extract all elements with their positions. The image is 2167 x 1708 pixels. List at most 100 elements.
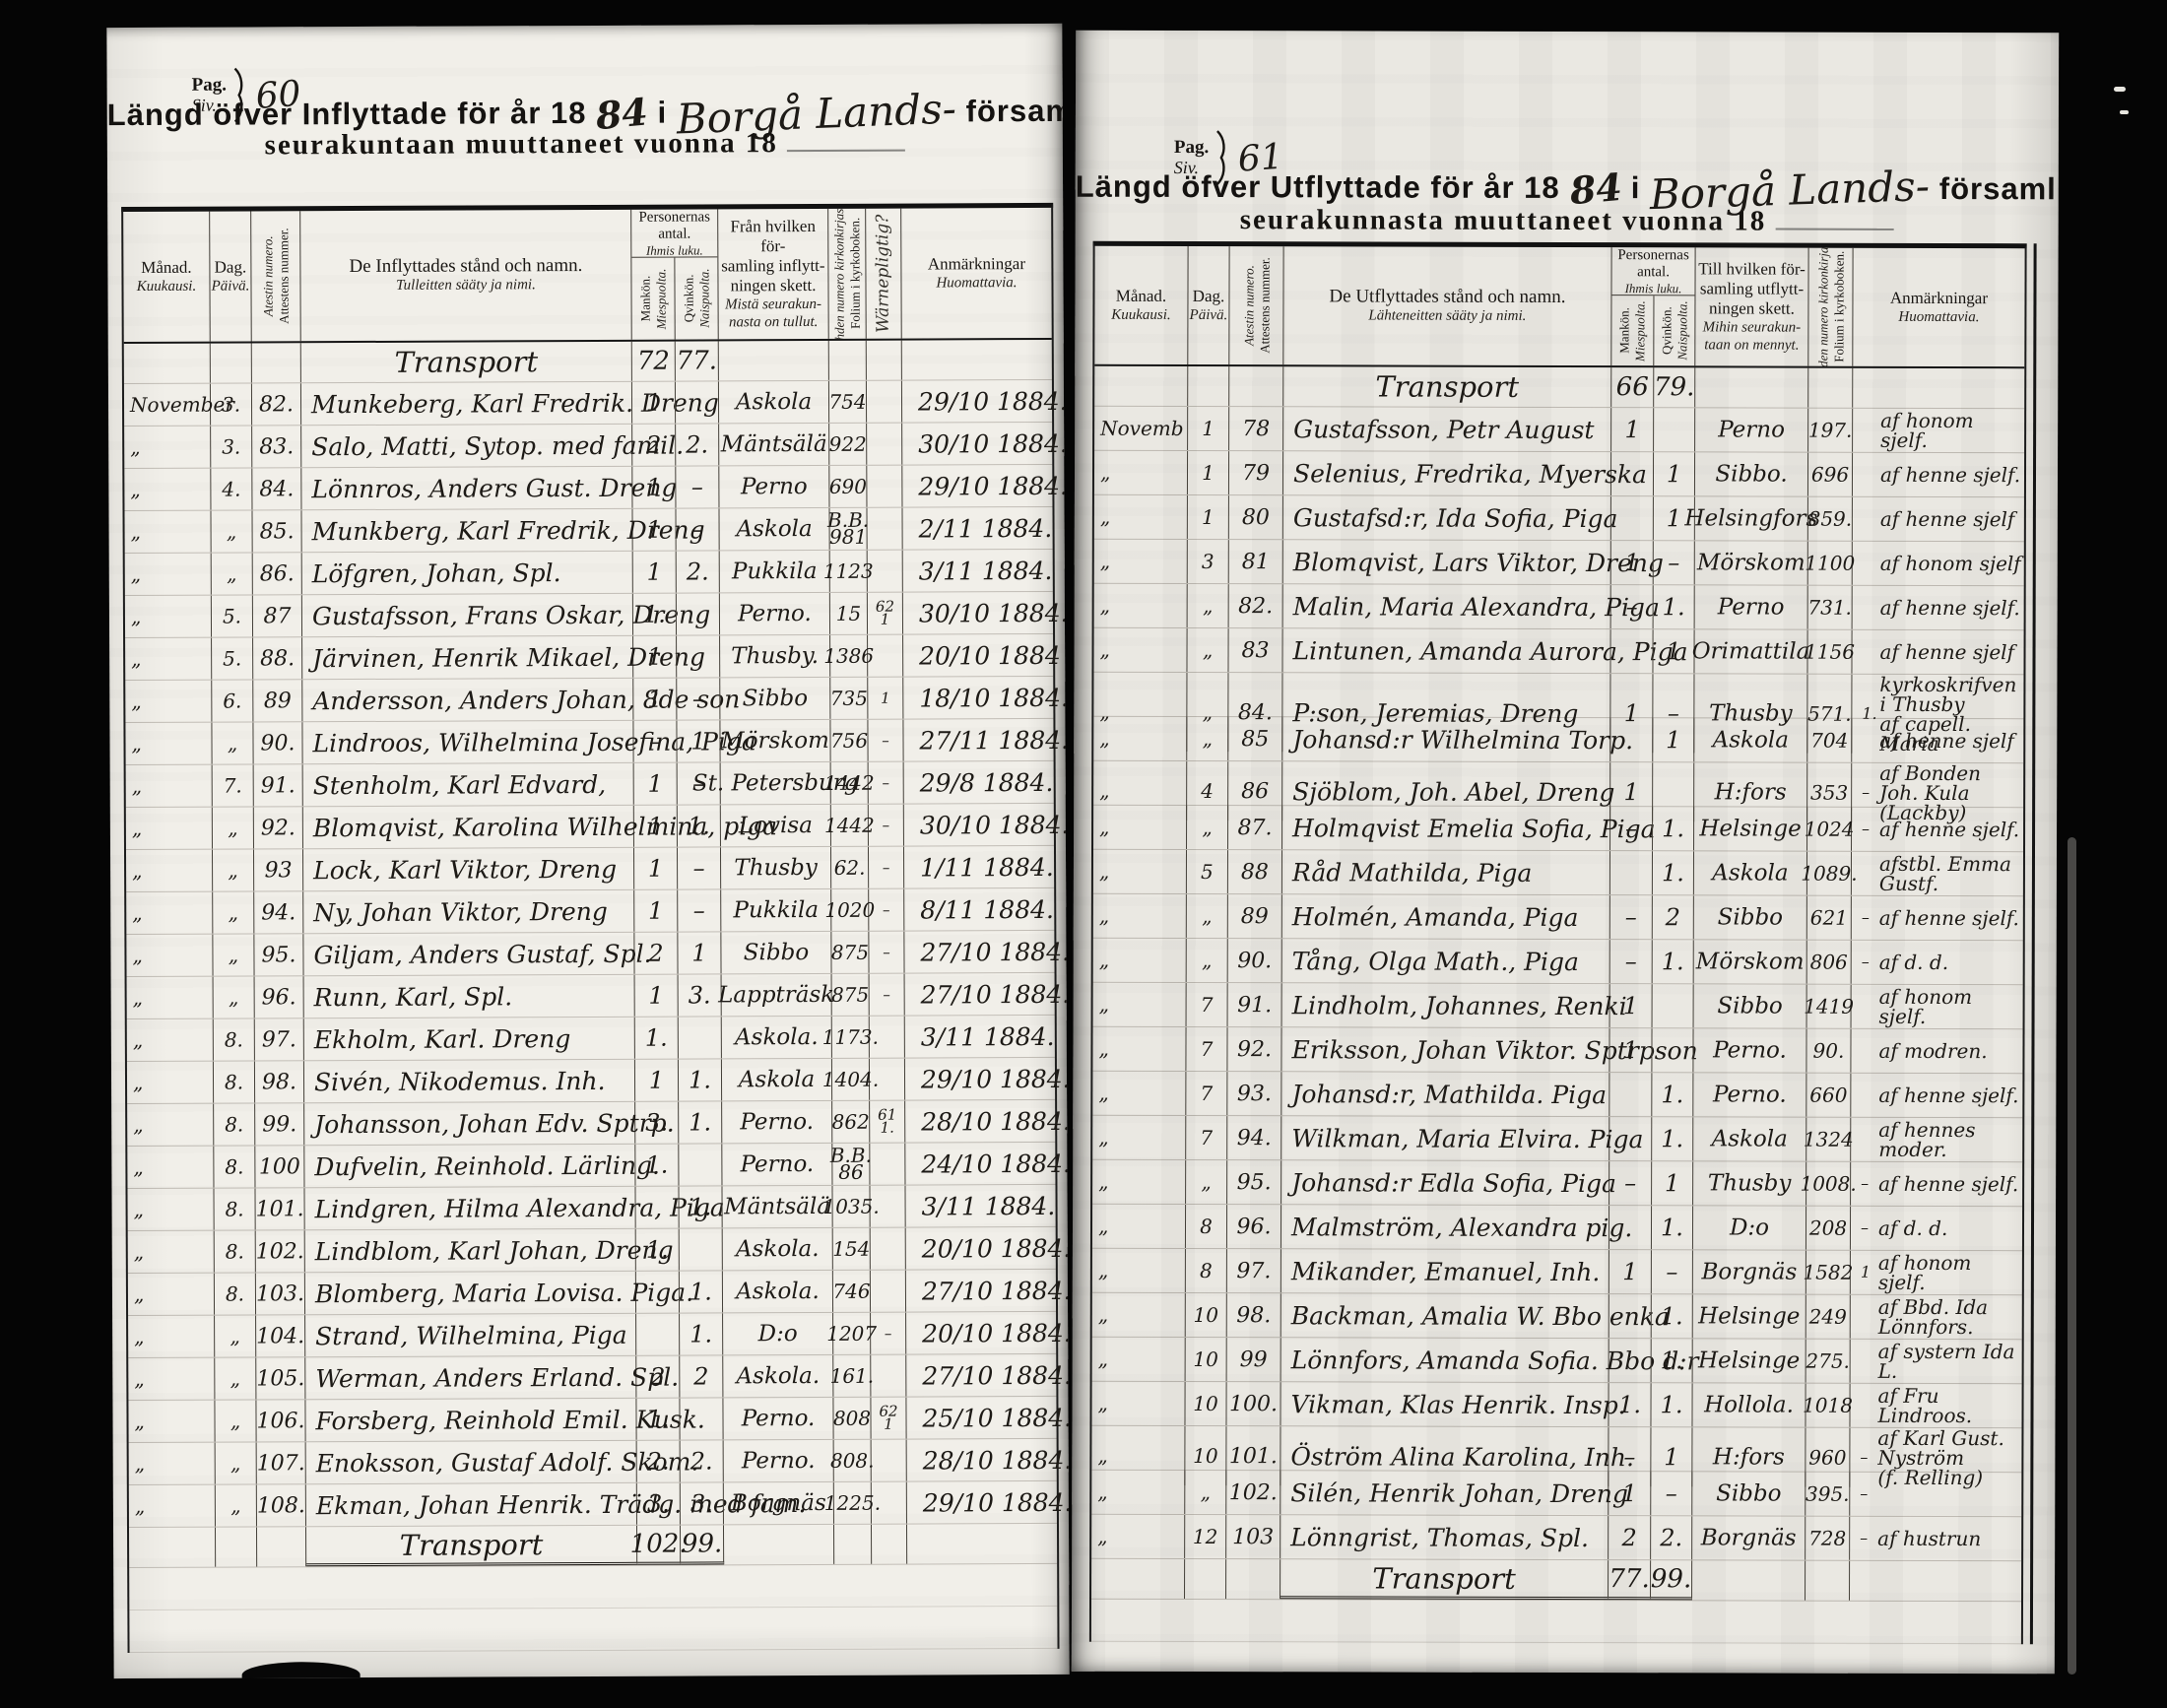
cell-female-count: 1: [678, 932, 722, 974]
header-fi: Naispuolta.: [1674, 300, 1690, 361]
cell-folium: 875: [831, 931, 870, 973]
cell-month: „: [1093, 494, 1188, 539]
cell-remark-date: 3/11 1884.: [921, 1191, 1056, 1221]
cell-attest-number: 98.: [1226, 1293, 1281, 1338]
transport-label: Transport: [1283, 366, 1612, 408]
cell-name: Lock, Karl Viktor, Dreng: [302, 847, 635, 891]
cell-male-count: 3.: [635, 1101, 680, 1144]
cell-name: Forsberg, Reinhold Emil. Kusk.: [305, 1398, 705, 1442]
blank-underline: [1775, 228, 1894, 230]
ruled-tail: [1090, 1599, 2022, 1645]
cell-remark-date: 29/10 1884.: [920, 1064, 1070, 1094]
cell-attest-number: 94.: [1227, 1116, 1282, 1160]
cell-month: „: [127, 1230, 215, 1274]
cell-male-count: 1.: [634, 1017, 679, 1059]
cell-to-parish: Sibbo: [1693, 895, 1807, 940]
cell-attest-number: 100: [255, 1146, 305, 1188]
header-sv: Från hvilken för-: [730, 216, 816, 256]
cell-name: Selenius, Fredrika, Myerska: [1282, 451, 1647, 496]
cell-male-count: [1609, 1073, 1653, 1117]
page-subtitle-right: seurakunnasta muuttaneet vuonna 18: [1076, 204, 2059, 239]
cell-day: 10: [1185, 1337, 1227, 1382]
table-row: „ „ 96. Runn, Karl, Spl. 1 3. Lappträsk …: [126, 972, 1070, 1020]
cell-to-parish: Askola: [1694, 718, 1808, 762]
table-row: „ 8. 100 Dufvelin, Reinhold. Lärling. 1.…: [127, 1142, 1070, 1190]
scan-artifact: [2120, 110, 2129, 114]
cell-from-parish: Mäntsälä: [722, 1185, 833, 1228]
brace-icon: [233, 67, 243, 123]
cell-remark-text: af systern Ida L.: [1877, 1339, 2015, 1383]
cell-female-count: [676, 593, 721, 635]
cell-male-count: [1610, 718, 1654, 762]
table-row: „ 8. 102. Lindblom, Karl Johan, Dreng 1.…: [127, 1226, 1070, 1275]
cell-month: „: [127, 1188, 215, 1231]
cell-female-count: [678, 1017, 722, 1059]
cell-name: Dufvelin, Reinhold. Lärling.: [304, 1144, 660, 1188]
cell-folium: 1582: [1803, 1250, 1853, 1294]
cell-conscript-mark: –: [869, 931, 905, 973]
cell-to-parish: Helsinge: [1694, 807, 1808, 851]
cell-remark: af honom sjelf: [1853, 542, 2024, 585]
cell-male-count: –: [1609, 895, 1653, 940]
cell-conscript-mark: –: [869, 888, 905, 931]
cell-conscript-mark: –: [868, 719, 904, 761]
cell-remark-date: 3/11 1884.: [918, 556, 1053, 586]
cell-conscript-mark: –: [868, 846, 905, 888]
cell-month: „: [1091, 1248, 1186, 1292]
cell-female-count: 1.: [679, 1101, 723, 1144]
cell-remark-text: af honom sjelf.: [1877, 1250, 1972, 1294]
cell-remark-date: 2/11 1884.: [918, 513, 1053, 544]
cell-from-parish: Perno.: [723, 1439, 834, 1482]
cell-attest-number: 86.: [252, 553, 302, 595]
cell-attest-number: 83.: [252, 426, 302, 468]
cell-remark: – af henne sjelf.: [1852, 808, 2023, 851]
cell-folium: 1225.: [824, 1481, 881, 1524]
cell-folium: 704: [1807, 718, 1853, 762]
cell-male-count: 1: [631, 381, 677, 424]
cell-folium: 754: [828, 380, 868, 423]
table-row: „ 10 101. Öström Alina Karolina, Inh. – …: [1091, 1425, 2022, 1489]
table-header-right: Månad. Kuukausi. Dag. Päivä. Atestin num…: [1094, 245, 2025, 369]
cell-month: „: [127, 1273, 216, 1316]
cell-day: 8.: [214, 1230, 256, 1273]
cell-from-parish: Askola.: [723, 1354, 834, 1398]
cell-conscript-mark: 62 1: [867, 592, 904, 634]
cell-margin-mark: –: [1860, 1528, 1869, 1547]
cell-attest-number: 99: [1226, 1338, 1281, 1382]
cell-female-count: 1.: [1652, 940, 1694, 984]
cell-female-count: 1.: [1651, 1383, 1693, 1427]
cell-name: Holmqvist Emelia Sofia, Piga: [1282, 806, 1656, 851]
cell-female-count: 1: [1653, 629, 1695, 674]
cell-conscript-mark: 1: [868, 677, 904, 719]
cell-folium: B.B. 981: [826, 507, 870, 550]
table-row: „ „ 86. Löfgren, Johan, Spl. 1 2. Pukkil…: [124, 549, 1053, 597]
cell-name: Johansson, Johan Edv. Sptrp.: [304, 1101, 675, 1146]
cell-name: Råd Mathilda, Piga: [1281, 850, 1611, 895]
transport-male-total: 66: [1611, 367, 1655, 408]
header-sv: Anmärkningar: [1889, 288, 1989, 308]
cell-month: „: [125, 680, 213, 723]
transport-female-total: 77.: [675, 341, 719, 381]
cell-month: „: [1093, 539, 1188, 583]
cell-remark: af henne sjelf.: [1853, 586, 2024, 629]
cell-day: 4.: [211, 468, 253, 510]
cell-from-parish: Perno: [719, 465, 830, 508]
col-header-month: Månad. Kuukausi.: [123, 211, 211, 343]
subtitle-text: seurakunnasta muuttaneet vuonna 18: [1239, 204, 1767, 237]
cell-to-parish: Thusby: [1693, 1161, 1807, 1206]
cell-day: 7.: [212, 764, 254, 807]
cell-attest-number: 87: [252, 595, 303, 637]
cell-male-count: [635, 1186, 680, 1228]
cell-margin-mark: –: [1861, 1173, 1870, 1193]
cell-male-count: [636, 1313, 681, 1355]
table-row: „ „ 92. Blomqvist, Karolina Wilhelmina, …: [125, 803, 1070, 851]
header-sv: Mankön.: [1616, 307, 1632, 354]
cell-day: 7: [1186, 1071, 1228, 1116]
cell-attest-number: 93: [253, 849, 304, 891]
cell-male-count: 1: [634, 1059, 680, 1101]
cell-female-count: [679, 1144, 723, 1186]
cell-folium: 728: [1806, 1516, 1851, 1560]
cell-name: Wilkman, Maria Elvira. Piga: [1281, 1116, 1643, 1161]
cell-margin-mark: –: [1860, 1447, 1869, 1467]
cell-day: „: [215, 1400, 257, 1442]
